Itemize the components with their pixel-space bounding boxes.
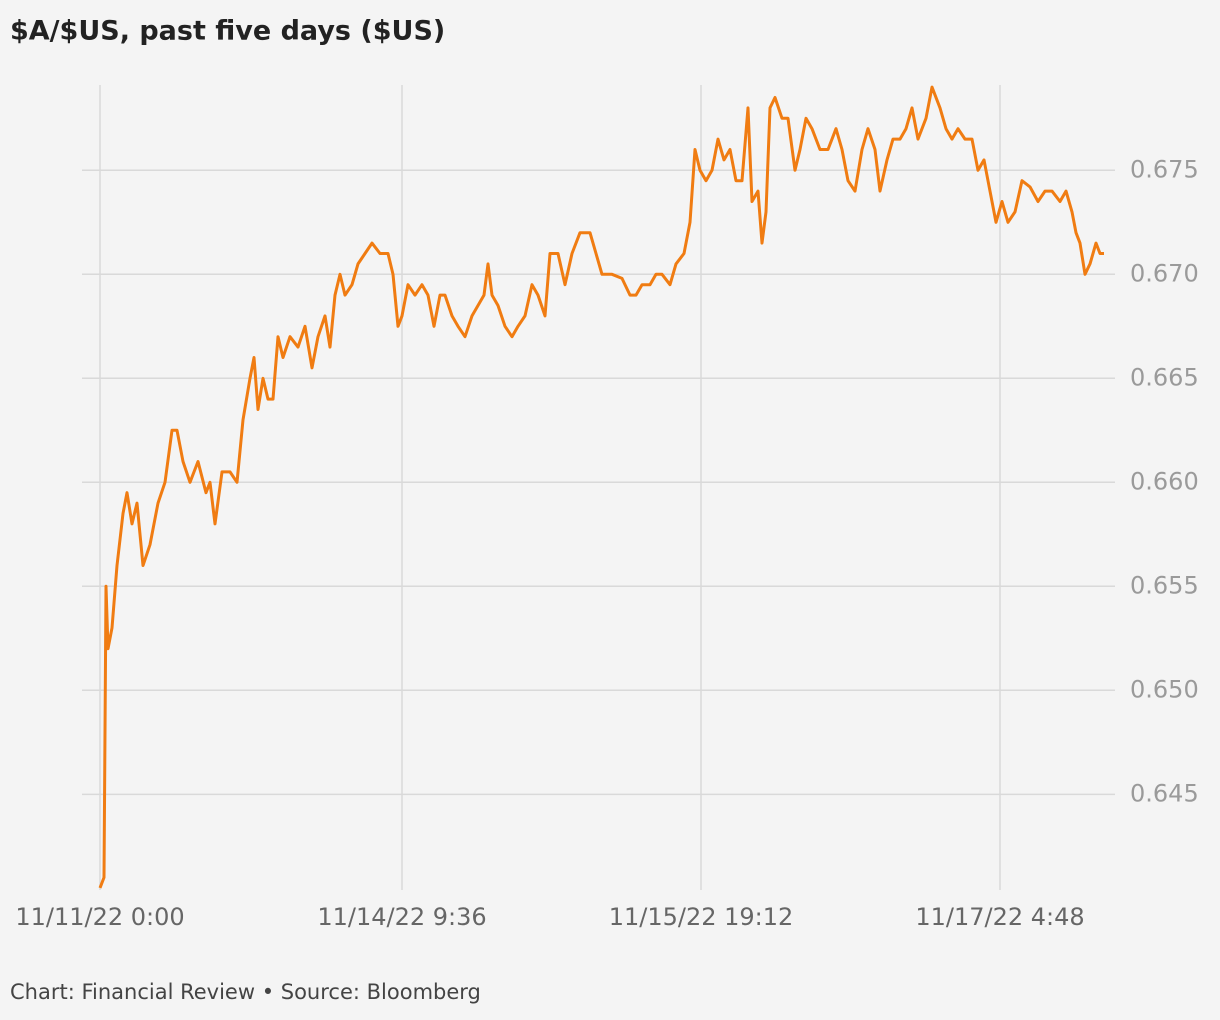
x-tick-label: 11/14/22 9:36	[317, 903, 486, 931]
y-tick-label: 0.645	[1130, 779, 1199, 807]
y-tick-label: 0.670	[1130, 259, 1199, 287]
x-tick-label: 11/11/22 0:00	[15, 903, 184, 931]
x-tick-label: 11/17/22 4:48	[915, 903, 1084, 931]
y-tick-label: 0.660	[1130, 467, 1199, 495]
y-tick-label: 0.665	[1130, 363, 1199, 391]
source-note: Chart: Financial Review • Source: Bloomb…	[10, 980, 481, 1004]
y-tick-label: 0.675	[1130, 155, 1199, 183]
y-tick-label: 0.655	[1130, 571, 1199, 599]
x-tick-label: 11/15/22 19:12	[609, 903, 794, 931]
chart-title: $A/$US, past five days ($US)	[10, 16, 445, 47]
y-tick-label: 0.650	[1130, 675, 1199, 703]
price-line	[98, 85, 1104, 889]
